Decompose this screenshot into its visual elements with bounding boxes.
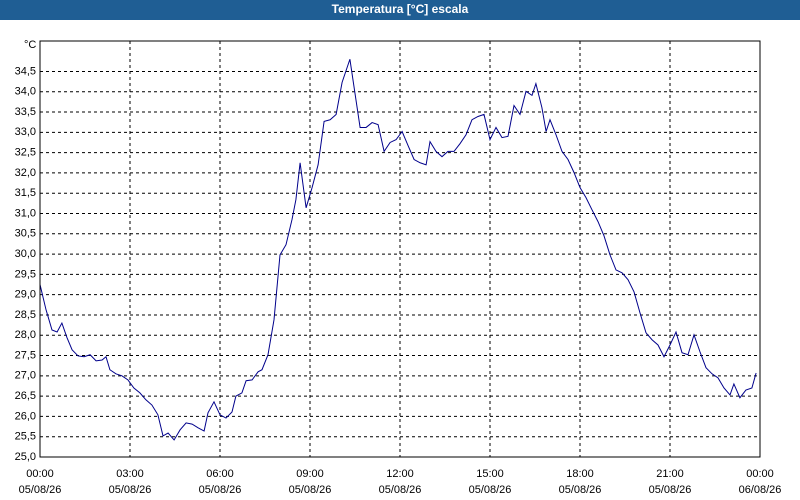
title-bar xyxy=(0,0,800,20)
y-tick-label: 27,0 xyxy=(15,370,36,382)
y-tick-label: 30,5 xyxy=(15,228,36,240)
x-tick-date: 05/08/26 xyxy=(199,484,242,496)
y-tick-label: 31,0 xyxy=(15,207,36,219)
y-tick-label: 33,5 xyxy=(15,106,36,118)
y-tick-label: 26,0 xyxy=(15,410,36,422)
x-tick-date: 05/08/26 xyxy=(289,484,332,496)
y-tick-label: 30,0 xyxy=(15,248,36,260)
x-tick-date: 05/08/26 xyxy=(109,484,152,496)
y-tick-label: 32,0 xyxy=(15,167,36,179)
x-tick-date: 05/08/26 xyxy=(379,484,422,496)
y-unit: °C xyxy=(24,39,36,51)
x-tick-label: 03:00 xyxy=(116,468,144,480)
y-tick-label: 25,0 xyxy=(15,451,36,463)
x-tick-date: 05/08/26 xyxy=(469,484,512,496)
y-tick-label: 25,5 xyxy=(15,431,36,443)
y-tick-label: 32,5 xyxy=(15,147,36,159)
x-tick-date: 05/08/26 xyxy=(649,484,692,496)
y-tick-label: 27,5 xyxy=(15,349,36,361)
chart-title: Temperatura [°C] escala xyxy=(332,2,469,16)
x-tick-date: 05/08/26 xyxy=(19,484,62,496)
x-tick-date: 05/08/26 xyxy=(559,484,602,496)
x-tick-label: 00:00 xyxy=(746,468,774,480)
y-tick-label: 29,5 xyxy=(15,268,36,280)
y-tick-label: 31,5 xyxy=(15,187,36,199)
x-tick-label: 18:00 xyxy=(566,468,594,480)
y-tick-label: 28,0 xyxy=(15,329,36,341)
y-tick-label: 26,5 xyxy=(15,390,36,402)
x-tick-label: 09:00 xyxy=(296,468,324,480)
x-tick-label: 00:00 xyxy=(26,468,54,480)
x-tick-label: 21:00 xyxy=(656,468,684,480)
y-tick-label: 29,0 xyxy=(15,289,36,301)
y-tick-label: 33,0 xyxy=(15,126,36,138)
y-tick-label: 34,0 xyxy=(15,86,36,98)
x-tick-label: 12:00 xyxy=(386,468,414,480)
x-tick-label: 15:00 xyxy=(476,468,504,480)
y-tick-label: 34,5 xyxy=(15,65,36,77)
x-tick-label: 06:00 xyxy=(206,468,234,480)
x-tick-date: 06/08/26 xyxy=(739,484,782,496)
y-tick-label: 28,5 xyxy=(15,309,36,321)
temperature-line xyxy=(39,59,757,441)
plot-border xyxy=(39,40,761,458)
